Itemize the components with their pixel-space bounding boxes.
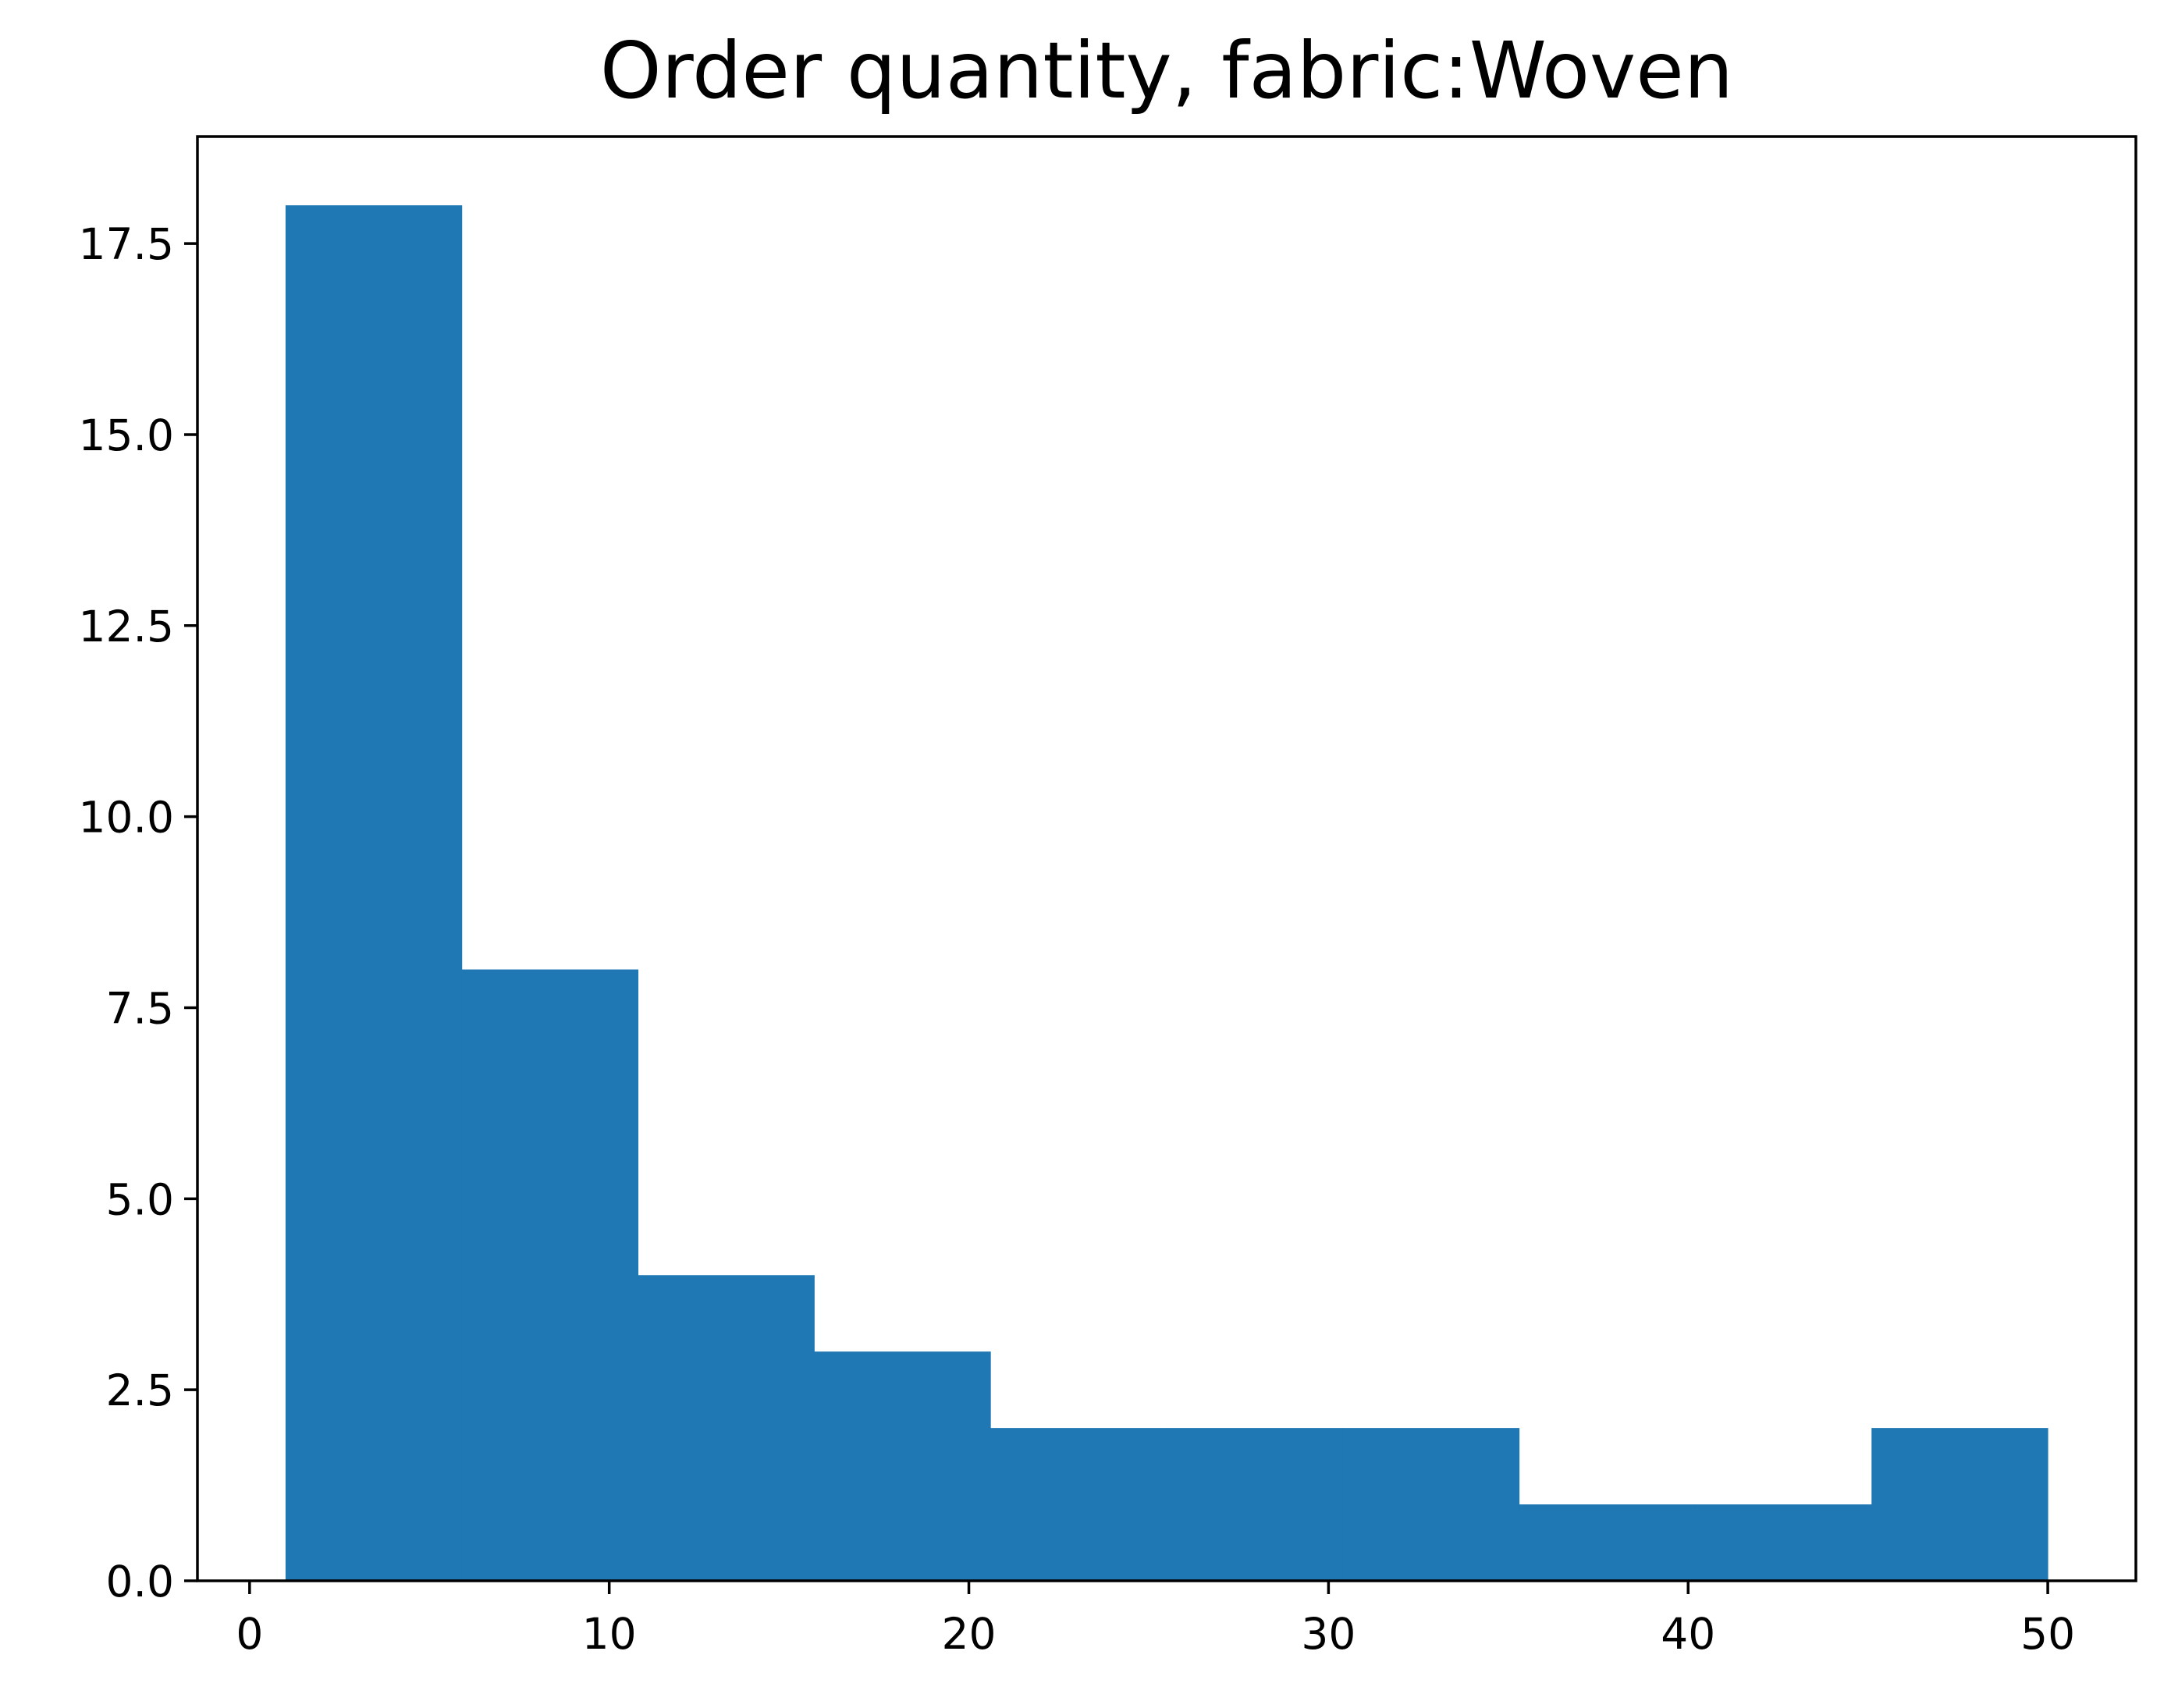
bars-group <box>285 205 2048 1582</box>
y-tick-label: 10.0 <box>79 793 174 843</box>
y-tick-label: 5.0 <box>106 1174 174 1224</box>
y-tick-label: 17.5 <box>79 219 174 269</box>
y-tick-label: 15.0 <box>79 410 174 460</box>
y-tick-label: 2.5 <box>106 1365 174 1415</box>
histogram-bar <box>990 1428 1167 1581</box>
x-tick-label: 30 <box>1301 1609 1356 1659</box>
histogram-bar <box>1871 1428 2048 1581</box>
y-axis: 0.0 2.5 5.0 7.5 10.0 12.5 15.0 17.5 <box>79 219 197 1607</box>
chart-title: Order quantity, fabric:Woven <box>600 25 1733 116</box>
x-tick-label: 20 <box>942 1609 997 1659</box>
histogram-bar <box>285 205 463 1582</box>
x-tick-label: 0 <box>236 1609 263 1659</box>
histogram-bar <box>1519 1504 1696 1581</box>
histogram-bar <box>1342 1428 1520 1581</box>
x-tick-label: 50 <box>2020 1609 2075 1659</box>
y-tick-label: 12.5 <box>79 602 174 652</box>
plot-frame <box>196 135 2137 1582</box>
histogram-bar <box>638 1275 815 1581</box>
y-tick-label: 7.5 <box>106 983 174 1033</box>
histogram-bar <box>1695 1504 1872 1581</box>
x-tick-label: 10 <box>582 1609 637 1659</box>
x-axis: 0 10 20 30 40 50 <box>236 1581 2075 1659</box>
histogram-bar <box>814 1351 991 1581</box>
histogram-bar <box>1167 1428 1344 1581</box>
histogram-bar <box>461 969 639 1581</box>
x-tick-label: 40 <box>1661 1609 1715 1659</box>
y-tick-label: 0.0 <box>106 1557 174 1607</box>
